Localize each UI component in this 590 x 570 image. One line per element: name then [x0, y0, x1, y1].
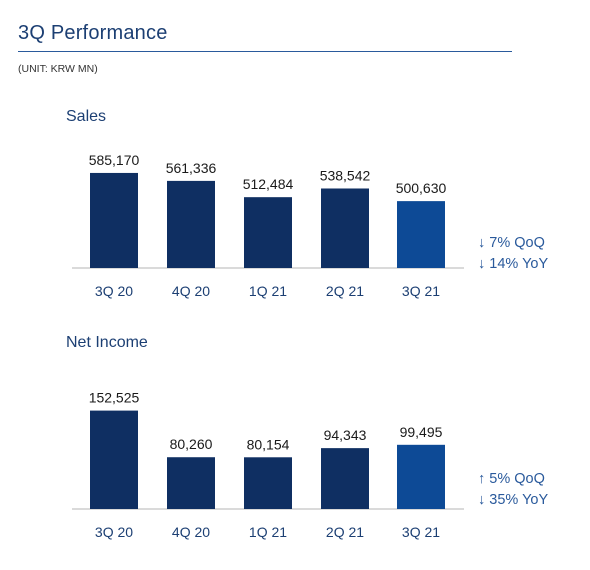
sales-x-tick-label: 1Q 21 [249, 283, 287, 299]
sales-value-label: 500,630 [396, 180, 447, 196]
net-income-change-summary: ↑ 5% QoQ ↓ 35% YoY [478, 469, 548, 511]
net-income-bar-4q-20 [167, 457, 215, 509]
unit-note: (UNIT: KRW MN) [18, 63, 98, 75]
sales-x-tick-label: 2Q 21 [326, 283, 364, 299]
title-divider [18, 51, 512, 52]
net-income-x-tick-label: 2Q 21 [326, 524, 364, 540]
sales-bar-3q-20 [90, 172, 138, 268]
sales-bar-2q-21 [321, 188, 369, 268]
page-title: 3Q Performance [18, 22, 168, 44]
net-income-bar-1q-21 [244, 457, 292, 509]
net-income-value-label: 80,260 [170, 436, 213, 452]
sales-value-label: 512,484 [243, 176, 294, 192]
sales-x-tick-label: 3Q 20 [95, 283, 133, 299]
net-income-x-tick-label: 4Q 20 [172, 524, 210, 540]
sales-x-tick-label: 3Q 21 [402, 283, 440, 299]
sales-value-label: 585,170 [89, 152, 140, 168]
net-income-value-label: 80,154 [247, 436, 290, 452]
net-income-value-label: 94,343 [324, 427, 367, 443]
sales-yoy-change: ↓ 14% YoY [478, 256, 549, 272]
sales-qoq-change: ↓ 7% QoQ [478, 235, 545, 251]
sales-chart-title: Sales [66, 108, 107, 125]
net-income-x-tick-label: 3Q 21 [402, 524, 440, 540]
sales-x-tick-label: 4Q 20 [172, 283, 210, 299]
sales-value-label: 538,542 [320, 167, 371, 183]
net-income-value-label: 99,495 [400, 424, 443, 440]
net-income-x-tick-label: 3Q 20 [95, 524, 133, 540]
net-income-bar-3q-21 [397, 444, 445, 509]
net-income-chart-title: Net Income [66, 334, 148, 351]
sales-bar-4q-20 [167, 180, 215, 268]
sales-change-summary: ↓ 7% QoQ ↓ 14% YoY [478, 233, 548, 275]
net-income-bar-3q-20 [90, 410, 138, 509]
sales-bar-3q-21 [397, 201, 445, 268]
sales-value-label: 561,336 [166, 160, 217, 176]
net-income-bar-2q-21 [321, 448, 369, 509]
sales-bar-1q-21 [244, 197, 292, 268]
net-income-value-label: 152,525 [89, 390, 140, 406]
net-income-yoy-change: ↓ 35% YoY [478, 492, 549, 508]
net-income-x-tick-label: 1Q 21 [249, 524, 287, 540]
net-income-bar-chart: 152,525 3Q 20 80,260 4Q 20 80,154 1Q 21 94,343… [72, 390, 464, 540]
net-income-qoq-change: ↑ 5% QoQ [478, 471, 545, 487]
sales-bar-chart: 585,170 3Q 20 561,336 4Q 20 512,484 1Q 21 538,… [72, 152, 464, 299]
